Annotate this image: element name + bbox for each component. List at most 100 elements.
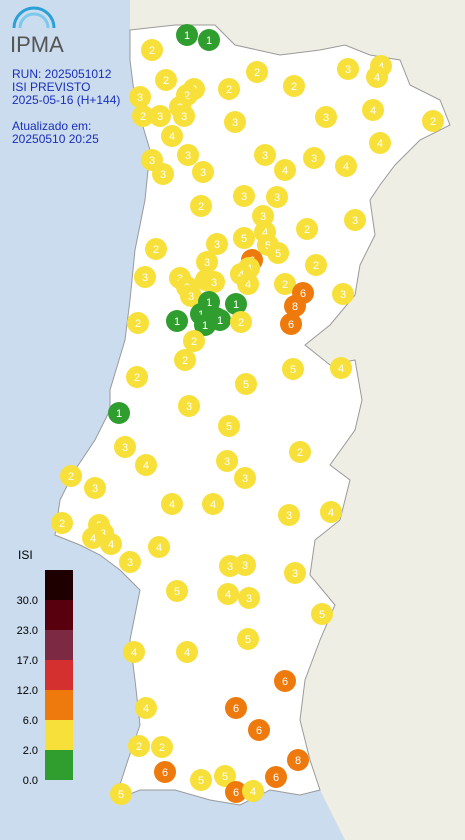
isi-value: 3 <box>188 291 194 303</box>
isi-value: 2 <box>313 260 319 272</box>
isi-marker <box>196 251 218 273</box>
isi-marker <box>134 266 156 288</box>
isi-marker <box>149 105 171 127</box>
isi-value: 3 <box>242 560 248 572</box>
isi-marker <box>248 719 270 741</box>
legend-label: 0.0 <box>23 775 38 787</box>
isi-marker <box>155 69 177 91</box>
isi-value: 3 <box>160 169 166 181</box>
isi-marker <box>225 781 247 803</box>
isi-value: 4 <box>245 279 251 291</box>
isi-value: 3 <box>214 239 220 251</box>
isi-value: 3 <box>157 111 163 123</box>
isi-value: 3 <box>345 64 351 76</box>
legend-label: 12.0 <box>17 685 38 697</box>
legend-swatch <box>45 690 73 720</box>
isi-marker <box>110 783 132 805</box>
isi-marker <box>225 697 247 719</box>
isi-marker <box>284 295 306 317</box>
isi-value: 5 <box>319 609 325 621</box>
isi-marker <box>141 39 163 61</box>
isi-value: 2 <box>68 471 74 483</box>
isi-marker <box>180 285 202 307</box>
isi-marker <box>135 454 157 476</box>
isi-marker <box>126 366 148 388</box>
isi-value: 6 <box>256 725 262 737</box>
isi-marker <box>176 24 198 46</box>
isi-value: 4 <box>131 647 137 659</box>
legend-swatch <box>45 570 73 600</box>
isi-value: 8 <box>292 301 298 313</box>
isi-marker <box>274 273 296 295</box>
isi-value: 5 <box>198 775 204 787</box>
isi-value: 3 <box>340 289 346 301</box>
isi-value: 4 <box>343 161 349 173</box>
isi-value: 4 <box>108 539 114 551</box>
isi-value: 4 <box>169 131 175 143</box>
isi-value: 3 <box>186 401 192 413</box>
isi-marker <box>242 780 264 802</box>
isi-marker <box>296 218 318 240</box>
isi-value: 2 <box>140 111 146 123</box>
isi-marker <box>235 373 257 395</box>
isi-value: 2 <box>297 447 303 459</box>
isi-value: 2 <box>304 224 310 236</box>
isi-marker <box>119 551 141 573</box>
isi-marker <box>127 312 149 334</box>
updated: 20250510 20:25 <box>12 132 99 146</box>
isi-marker <box>234 467 256 489</box>
isi-marker <box>166 580 188 602</box>
isi-value: 6 <box>273 772 279 784</box>
isi-value: 2 <box>59 518 65 530</box>
isi-value: 4 <box>262 227 268 239</box>
isi-marker <box>161 125 183 147</box>
isi-marker <box>198 29 220 51</box>
isi-value: 2 <box>149 45 155 57</box>
isi-value: 2 <box>153 244 159 256</box>
isi-marker <box>311 603 333 625</box>
isi-value: 4 <box>282 165 288 177</box>
isi-marker <box>60 465 82 487</box>
isi-value: 3 <box>292 568 298 580</box>
isi-value: 2 <box>182 355 188 367</box>
isi-value: 1 <box>174 316 180 328</box>
isi-value: 3 <box>232 117 238 129</box>
isi-value: 3 <box>323 112 329 124</box>
isi-marker <box>344 209 366 231</box>
isi-marker <box>148 536 170 558</box>
legend-swatch <box>45 600 73 630</box>
isi-value: 3 <box>137 92 143 104</box>
isi-value: 4 <box>250 786 256 798</box>
isi-marker <box>266 186 288 208</box>
isi-value: 2 <box>134 372 140 384</box>
isi-value: 3 <box>211 277 217 289</box>
isi-value: 5 <box>243 379 249 391</box>
isi-value: 2 <box>163 75 169 87</box>
isi-value: 1 <box>202 320 208 332</box>
legend-swatch <box>45 750 73 780</box>
isi-value: 5 <box>174 586 180 598</box>
isi-value: 4 <box>374 72 380 84</box>
isi-value: 3 <box>204 257 210 269</box>
isi-value: 3 <box>127 557 133 569</box>
isi-marker <box>315 106 337 128</box>
isi-value: 5 <box>226 421 232 433</box>
isi-marker <box>230 311 252 333</box>
isi-marker <box>330 357 352 379</box>
isi-marker <box>217 583 239 605</box>
isi-value: 3 <box>92 483 98 495</box>
isi-value: 1 <box>217 315 223 327</box>
isi-marker <box>190 769 212 791</box>
legend-label: 2.0 <box>23 745 38 757</box>
isi-value: 4 <box>225 589 231 601</box>
legend-swatch <box>45 720 73 750</box>
isi-marker <box>100 533 122 555</box>
isi-marker <box>145 238 167 260</box>
isi-marker <box>267 242 289 264</box>
isi-value: 1 <box>206 35 212 47</box>
isi-value: 3 <box>262 150 268 162</box>
isi-marker <box>289 441 311 463</box>
isi-marker <box>161 493 183 515</box>
isi-marker <box>176 641 198 663</box>
isi-marker <box>265 766 287 788</box>
